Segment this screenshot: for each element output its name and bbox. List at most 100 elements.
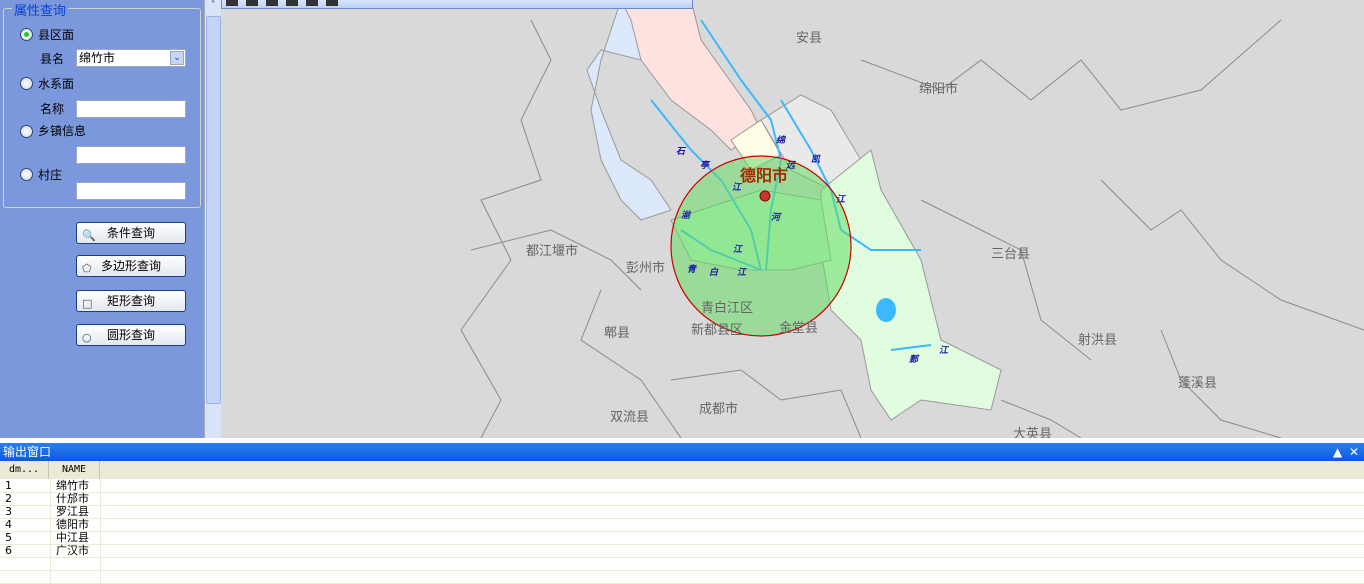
circle-query-label: 圆形查询	[106, 328, 155, 342]
map-canvas[interactable]	[221, 0, 1364, 438]
river-label: 江	[733, 245, 743, 255]
map-view[interactable]: 安县 绵阳市 三台县 都江堰市 彭州市 青白江区 新都县区 金堂县 郫县 射洪县 蓬溪县 双流县 成都市…	[221, 0, 1364, 438]
place-label: 成都市	[699, 402, 739, 417]
output-window-title: 输出窗口	[3, 445, 52, 459]
river-label: 江	[836, 195, 846, 205]
table-row[interactable]: 5 中江县	[0, 531, 1364, 545]
river-label: 远	[786, 161, 796, 171]
rectangle-select-icon: □	[82, 297, 93, 310]
radio-village-label: 村庄	[38, 168, 63, 182]
place-label: 绵阳市	[919, 82, 959, 97]
radio-township[interactable]	[20, 125, 33, 138]
panel-scrollbar[interactable]: ˄	[204, 0, 221, 438]
radio-county-label: 县区面	[38, 28, 75, 42]
county-name-label: 县名	[40, 52, 65, 66]
cell-name: 绵竹市	[56, 479, 89, 492]
river-label: 石	[676, 147, 686, 157]
place-label: 三台县	[991, 247, 1031, 262]
river-label: 江	[732, 183, 742, 193]
cell-name: 罗江县	[56, 505, 89, 518]
pin-icon[interactable]: ▲	[1333, 445, 1343, 459]
place-label: 安县	[796, 31, 823, 46]
reservoir	[876, 298, 896, 322]
full-extent-icon[interactable]	[286, 0, 298, 6]
rectangle-query-label: 矩形查询	[106, 294, 155, 308]
place-label: 射洪县	[1078, 333, 1118, 348]
condition-query-label: 条件查询	[106, 226, 155, 240]
empty-row	[0, 557, 1364, 571]
city-marker-icon	[759, 190, 771, 202]
rectangle-query-button[interactable]: □ 矩形查询	[76, 290, 186, 312]
query-panel: 属性查询 县区面 县名 绵竹市 ⌄ 水系面 名称 乡镇信息 村庄 🔍 条件查询 ⬠ 多…	[0, 0, 204, 438]
polygon-query-button[interactable]: ⬠ 多边形查询	[76, 255, 186, 277]
place-label: 金堂县	[779, 321, 819, 336]
cell-dm: 2	[5, 492, 12, 505]
county-boundaries	[460, 19, 1364, 438]
place-label: 都江堰市	[526, 244, 579, 259]
table-row[interactable]: 3 罗江县	[0, 505, 1364, 519]
cell-name: 德阳市	[56, 518, 89, 531]
township-input[interactable]	[76, 146, 186, 164]
river-label: 湔	[681, 211, 691, 221]
river-label: 河	[771, 213, 781, 223]
village-input[interactable]	[76, 182, 186, 200]
river-label: 郪	[909, 355, 919, 365]
column-header-dm[interactable]: dm...	[0, 461, 49, 479]
zoom-in-icon[interactable]	[226, 0, 238, 6]
close-icon[interactable]: ✕	[1349, 445, 1360, 459]
water-name-input[interactable]	[76, 100, 186, 118]
cell-name: 广汉市	[56, 544, 89, 557]
radio-water[interactable]	[20, 77, 33, 90]
river-label: 江	[939, 346, 949, 356]
cell-dm: 4	[5, 518, 12, 531]
place-label: 大英县	[1013, 427, 1053, 438]
river-label: 绵	[776, 136, 786, 146]
circle-query-area[interactable]	[670, 155, 852, 337]
empty-row	[0, 570, 1364, 584]
radio-county[interactable]	[20, 28, 33, 41]
output-table: dm... NAME 1 绵竹市 2 什邡市 3 罗江县 4 德阳市 5 中江县 6 广汉市	[0, 461, 1364, 584]
radio-water-label: 水系面	[38, 77, 75, 91]
measure-icon[interactable]	[326, 0, 338, 6]
column-divider	[100, 479, 101, 584]
column-header-name[interactable]: NAME	[49, 461, 100, 479]
table-row[interactable]: 2 什邡市	[0, 492, 1364, 506]
pan-icon[interactable]	[266, 0, 278, 6]
county-name-value: 绵竹市	[79, 51, 116, 65]
river-label: 亭	[700, 161, 710, 171]
map-toolbar[interactable]	[221, 0, 693, 9]
magnifier-icon: 🔍	[82, 229, 96, 242]
column-divider	[50, 479, 51, 584]
cell-dm: 1	[5, 479, 12, 492]
circle-query-button[interactable]: ○ 圆形查询	[76, 324, 186, 346]
polygon-select-icon: ⬠	[82, 262, 92, 275]
highlight-city-label: 德阳市	[740, 166, 789, 185]
place-label: 新都县区	[691, 323, 744, 338]
zoom-out-icon[interactable]	[246, 0, 258, 6]
river-label: 青	[687, 265, 697, 275]
place-label: 青白江区	[701, 301, 754, 316]
river-label: 凯	[811, 155, 821, 165]
river-label: 江	[737, 268, 747, 278]
radio-township-label: 乡镇信息	[38, 124, 87, 138]
region-zhongjiang[interactable]	[820, 149, 1002, 421]
radio-village[interactable]	[20, 168, 33, 181]
cell-dm: 5	[5, 531, 12, 544]
scroll-up-icon[interactable]: ˄	[210, 0, 216, 11]
cell-name: 中江县	[56, 531, 89, 544]
table-row[interactable]: 1 绵竹市	[0, 479, 1364, 493]
circle-select-icon: ○	[82, 331, 92, 344]
county-name-select[interactable]: 绵竹市 ⌄	[76, 49, 186, 67]
attribute-query-group: 属性查询	[3, 0, 201, 208]
table-row[interactable]: 4 德阳市	[0, 518, 1364, 532]
scroll-thumb[interactable]	[206, 16, 221, 404]
condition-query-button[interactable]: 🔍 条件查询	[76, 222, 186, 244]
river-label: 白	[709, 268, 719, 278]
region-mianzhu[interactable]	[620, 0, 762, 151]
place-label: 彭州市	[626, 261, 666, 276]
cell-dm: 3	[5, 505, 12, 518]
chevron-down-icon[interactable]: ⌄	[170, 51, 184, 65]
select-icon[interactable]	[306, 0, 318, 6]
table-row[interactable]: 6 广汉市	[0, 544, 1364, 558]
output-window-titlebar: 输出窗口 ▲ ✕	[0, 443, 1364, 461]
